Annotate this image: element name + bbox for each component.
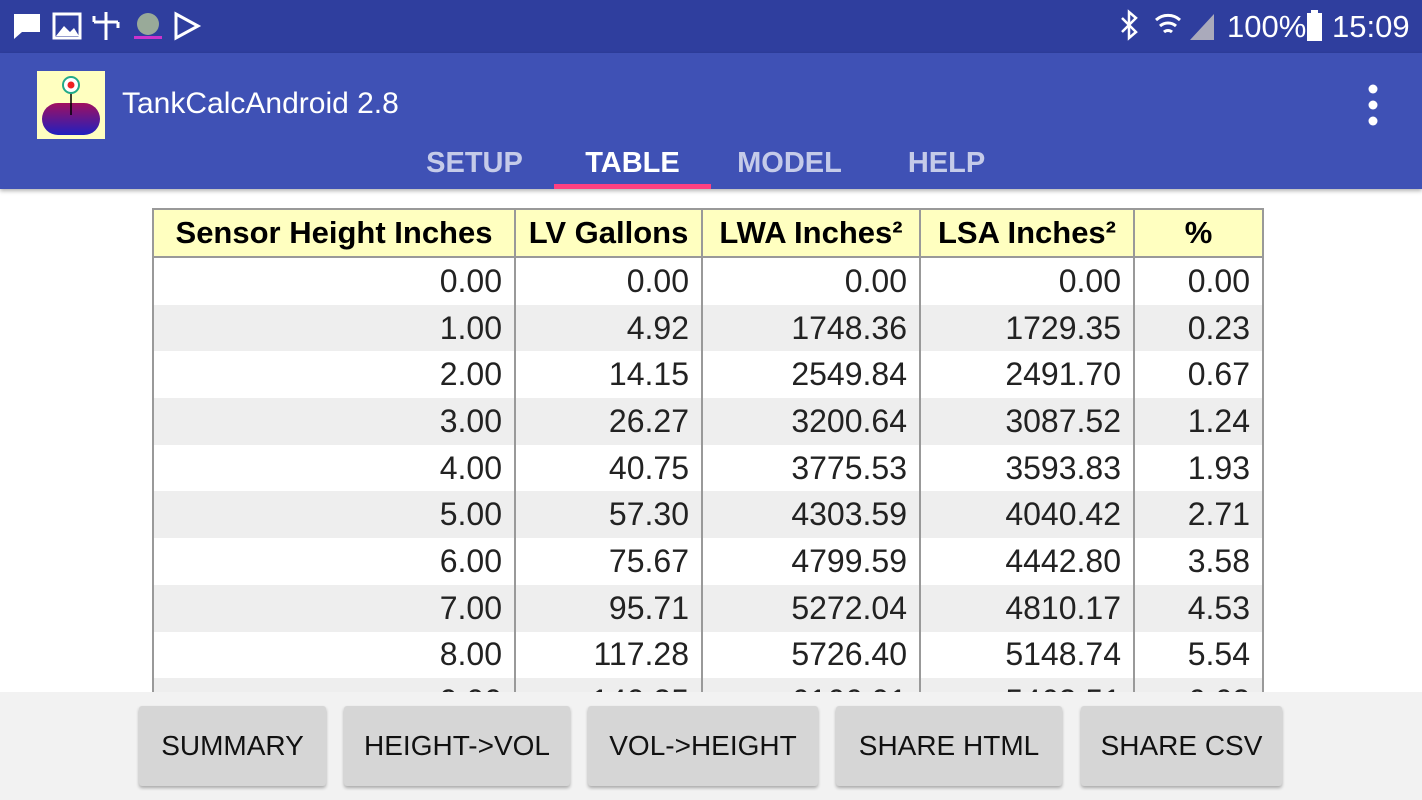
table-cell: 2549.84 (701, 351, 921, 399)
table-cell: 4442.80 (919, 538, 1135, 585)
tab[interactable]: MODEL (737, 147, 842, 179)
action-button[interactable]: SHARE HTML (836, 706, 1062, 786)
column-header: LSA Inches² (919, 208, 1135, 258)
table-cell: 0.00 (152, 257, 516, 305)
clock: 15:09 (1332, 9, 1410, 44)
table-cell: 0.67 (1133, 351, 1264, 399)
table-cell: 57.30 (514, 491, 703, 539)
table-row: 2.00 14.15 2549.84 2491.70 0.67 (152, 351, 1264, 399)
table-cell: 5.00 (152, 491, 516, 539)
battery-percent: 100% (1227, 9, 1307, 44)
table-row: 9.00140.356166.015463.516.62 (152, 678, 1264, 692)
status-bar: 100% 15:09 (0, 0, 1422, 53)
app-icon (37, 71, 105, 139)
table-row: 6.00 75.67 4799.59 4442.80 3.58 (152, 538, 1264, 585)
table-cell: 5148.74 (919, 631, 1135, 679)
table-cell: 9.00 (152, 678, 516, 692)
column-header: Sensor Height Inches (152, 208, 516, 258)
table-cell: 3593.83 (919, 444, 1135, 492)
table-cell: 3775.53 (701, 444, 921, 492)
table-cell: 0.00 (1133, 257, 1264, 305)
table-row: 7.00 95.71 5272.04 4810.17 4.53 (152, 584, 1264, 632)
table-cell: 4040.42 (919, 491, 1135, 539)
table-row: 3.00 26.27 3200.64 3087.52 1.24 (152, 398, 1264, 445)
table-cell: 6166.01 (701, 678, 921, 692)
tab-indicator (554, 184, 711, 189)
app-title: TankCalcAndroid 2.8 (122, 87, 399, 120)
table-cell: 5.54 (1133, 631, 1264, 679)
action-button[interactable]: VOL->HEIGHT (588, 706, 818, 786)
table-cell: 3087.52 (919, 398, 1135, 445)
table-cell: 0.23 (1133, 304, 1264, 352)
table-cell: 3.58 (1133, 538, 1264, 585)
table-cell: 1729.35 (919, 304, 1135, 352)
table-cell: 2.71 (1133, 491, 1264, 539)
table-cell: 95.71 (514, 584, 703, 632)
table-cell: 5463.51 (919, 678, 1135, 692)
table-row: 0.00 0.00 0.00 0.00 0.00 (152, 257, 1264, 305)
battery-icon (1307, 10, 1322, 41)
tab[interactable]: TABLE (585, 147, 680, 179)
table-row: 1.00 4.92 1748.36 1729.35 0.23 (152, 304, 1264, 352)
notification-icons (14, 11, 202, 41)
table-cell: 14.15 (514, 351, 703, 399)
table-cell: 75.67 (514, 538, 703, 585)
table-cell: 4.00 (152, 444, 516, 492)
tab[interactable]: HELP (907, 147, 986, 179)
table-cell: 1.93 (1133, 444, 1264, 492)
action-button[interactable]: HEIGHT->VOL (344, 706, 570, 786)
table-cell: 5726.40 (701, 631, 921, 679)
table-cell: 6.00 (152, 538, 516, 585)
table-cell: 7.00 (152, 584, 516, 632)
table-cell: 40.75 (514, 444, 703, 492)
table-cell: 0.00 (919, 257, 1135, 305)
table-cell: 0.00 (514, 257, 703, 305)
data-table: Sensor Height Inches LV Gallons LWA Inches… (152, 208, 1264, 692)
table-cell: 2491.70 (919, 351, 1135, 399)
action-button[interactable]: SHARE CSV (1081, 706, 1282, 786)
table-cell: 4303.59 (701, 491, 921, 539)
tab[interactable]: SETUP (426, 147, 523, 179)
table-cell: 140.35 (514, 678, 703, 692)
action-button[interactable]: SUMMARY (139, 706, 326, 786)
column-header: LV Gallons (514, 208, 703, 258)
table-cell: 1.00 (152, 304, 516, 352)
table-scroll[interactable]: Sensor Height Inches LV Gallons LWA Inches… (0, 189, 1422, 692)
column-header: LWA Inches² (701, 208, 921, 258)
table-row: 5.00 57.30 4303.59 4040.42 2.71 (152, 491, 1264, 539)
table-cell: 2.00 (152, 351, 516, 399)
table-cell: 3.00 (152, 398, 516, 445)
column-header: % (1133, 208, 1264, 258)
table-cell: 5272.04 (701, 584, 921, 632)
table-row: 4.00 40.75 3775.53 3593.83 1.93 (152, 444, 1264, 492)
table-cell: 4.92 (514, 304, 703, 352)
overflow-menu[interactable] (1367, 83, 1379, 127)
table-cell: 3200.64 (701, 398, 921, 445)
table-cell: 8.00 (152, 631, 516, 679)
table-cell: 117.28 (514, 631, 703, 679)
table-cell: 4810.17 (919, 584, 1135, 632)
button-bar: SUMMARY HEIGHT->VOL VOL->HEIGHT SHARE HTML S… (0, 692, 1422, 800)
table-row: 8.00 117.28 5726.40 5148.74 5.54 (152, 631, 1264, 679)
table-cell: 1.24 (1133, 398, 1264, 445)
table-cell: 0.00 (701, 257, 921, 305)
table-cell: 4799.59 (701, 538, 921, 585)
table-cell: 26.27 (514, 398, 703, 445)
table-cell: 4.53 (1133, 584, 1264, 632)
table-cell: 1748.36 (701, 304, 921, 352)
table-cell: 6.62 (1133, 678, 1264, 692)
system-icons (1121, 9, 1214, 41)
app-bar: TankCalcAndroid 2.8 SETUP TABLE MODEL HELP (0, 53, 1422, 189)
